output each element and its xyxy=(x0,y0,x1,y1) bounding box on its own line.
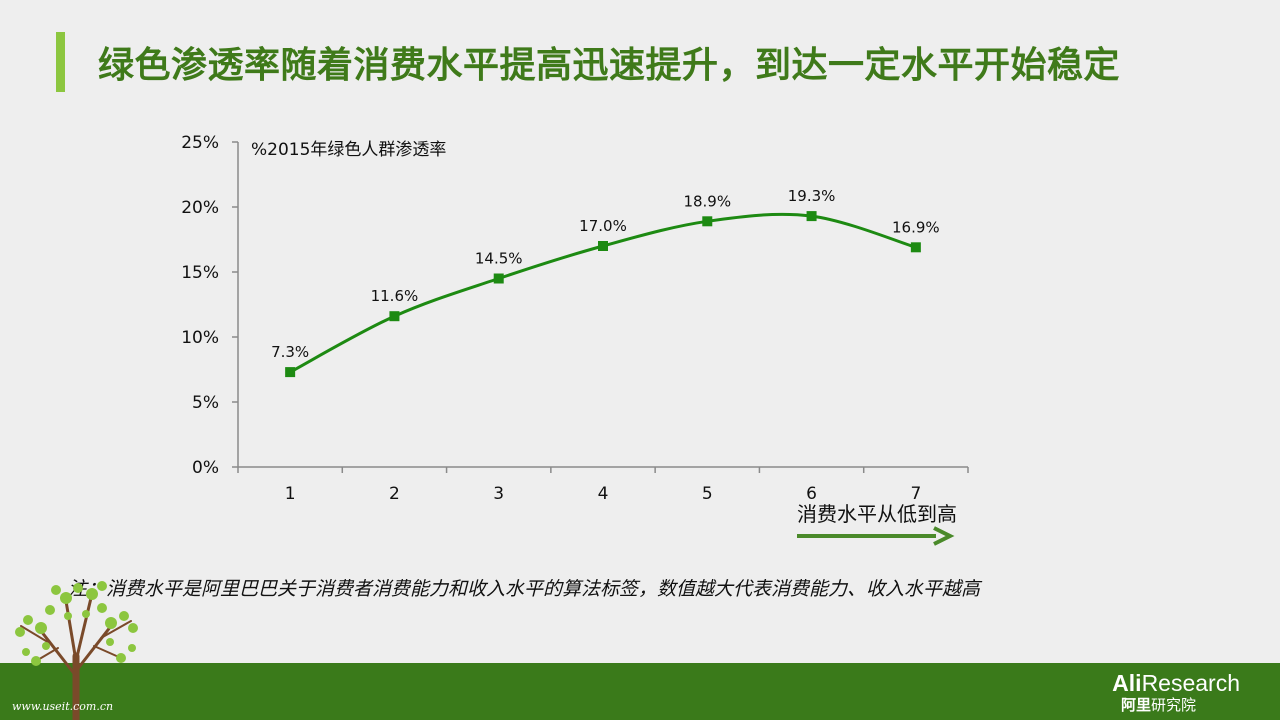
x-tick-label: 1 xyxy=(285,484,296,504)
direction-arrow-icon xyxy=(933,526,955,546)
x-axis-label: 消费水平从低到高 xyxy=(797,502,957,526)
data-point xyxy=(493,273,504,284)
data-point xyxy=(910,242,921,253)
x-tick-label: 3 xyxy=(493,484,504,504)
series-legend: %2015年绿色人群渗透率 xyxy=(251,140,446,160)
data-label: 16.9% xyxy=(892,218,940,236)
data-label: 11.6% xyxy=(371,287,419,305)
y-tick-label: 15% xyxy=(181,263,219,283)
x-tick-label: 5 xyxy=(702,484,713,504)
data-point xyxy=(806,211,817,222)
y-tick-label: 5% xyxy=(192,393,219,413)
logo-cn-bold: 阿里 xyxy=(1120,696,1151,714)
logo-en-bold: Ali xyxy=(1112,670,1142,696)
y-tick-label: 0% xyxy=(192,458,219,478)
data-point xyxy=(702,216,713,227)
watermark: www.useit.com.cn xyxy=(12,700,114,713)
data-label: 17.0% xyxy=(579,217,627,235)
tree-icon xyxy=(15,581,138,720)
data-point xyxy=(285,367,296,378)
data-label: 7.3% xyxy=(271,343,309,361)
footer-band xyxy=(0,663,1280,720)
logo-cn-rest: 研究院 xyxy=(1150,696,1196,714)
data-label: 19.3% xyxy=(788,187,836,205)
x-tick-label: 6 xyxy=(806,484,817,504)
x-tick-label: 7 xyxy=(910,484,921,504)
title-accent-bar xyxy=(56,32,65,92)
logo-en-rest: Research xyxy=(1141,670,1240,696)
aliresearch-logo: AliResearch 阿里研究院 xyxy=(1112,670,1240,714)
data-point xyxy=(389,311,400,322)
footnote: 注：消费水平是阿里巴巴关于消费者消费能力和收入水平的算法标签，数值越大代表消费能… xyxy=(68,578,981,600)
y-tick-label: 20% xyxy=(181,198,219,218)
data-point xyxy=(598,241,608,251)
x-tick-label: 4 xyxy=(598,484,609,504)
x-tick-label: 2 xyxy=(389,484,400,504)
slide-title: 绿色渗透率随着消费水平提高迅速提升，到达一定水平开始稳定 xyxy=(98,45,1121,86)
data-label: 18.9% xyxy=(683,192,731,210)
y-tick-label: 10% xyxy=(181,328,219,348)
data-label: 14.5% xyxy=(475,250,523,268)
y-tick-label: 25% xyxy=(181,133,219,153)
